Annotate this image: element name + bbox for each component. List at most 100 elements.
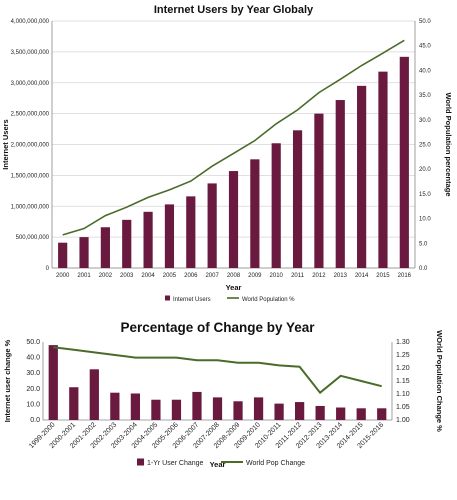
chart-internet-users: Internet Users by Year Globaly 0 500,000,0…: [1, 4, 453, 303]
bar: [315, 405, 325, 420]
y-tick-label: 4,000,000,000: [11, 19, 50, 25]
x-tick-label: 2013: [334, 273, 348, 279]
chart-title: Percentage of Change by Year: [120, 320, 315, 335]
bar: [335, 100, 345, 268]
y-axis-label: Internet Users: [1, 119, 10, 169]
bar: [192, 391, 202, 420]
bar: [294, 402, 305, 420]
bar: [58, 242, 68, 268]
y-tick-label: 3,500,000,000: [11, 50, 50, 56]
x-tick-label: 2015: [376, 273, 390, 279]
x-axis-label: Year: [226, 283, 242, 292]
x-tick-label: 2009: [248, 273, 262, 279]
y2-tick-label: 5.0: [419, 241, 428, 247]
y-tick-label: 40.0: [26, 355, 40, 362]
y2-tick-label: 1.10: [396, 391, 410, 398]
series-line: [62, 39, 405, 236]
y-tick-label: 2,500,000,000: [11, 112, 50, 118]
bar: [314, 113, 324, 268]
x-tick-label: 2001: [77, 273, 91, 279]
bar: [253, 397, 264, 420]
x-tick-label: 2004: [141, 273, 155, 279]
y-axis-label: Internet user change %: [3, 339, 12, 422]
bar: [143, 211, 153, 268]
bar: [151, 399, 161, 420]
y2-tick-label: 1.05: [396, 404, 410, 411]
y2-axis-label: WOrld Population Change %: [435, 330, 444, 432]
bar: [164, 204, 175, 268]
bar: [100, 227, 110, 268]
bar: [336, 407, 346, 420]
bar: [292, 130, 303, 268]
bar: [48, 345, 58, 420]
bar: [378, 71, 388, 268]
bar: [233, 401, 243, 420]
x-tick-label: 2011: [291, 273, 305, 279]
y-tick-label: 0: [46, 266, 50, 272]
y2-tick-label: 30.0: [419, 118, 431, 124]
bar: [399, 56, 409, 268]
bar: [110, 392, 120, 420]
y-tick-label: 30.0: [26, 370, 40, 377]
x-tick-label: 2007: [205, 273, 219, 279]
series-line: [53, 346, 382, 395]
y2-tick-label: 45.0: [419, 44, 431, 50]
x-tick-label: 2005: [163, 273, 177, 279]
y2-tick-label: 40.0: [419, 68, 431, 74]
x-tick-label: 2012: [312, 273, 326, 279]
legend-label: Internet Users: [173, 297, 211, 303]
y2-tick-label: 20.0: [419, 167, 431, 173]
x-tick-label: 2010: [270, 273, 284, 279]
bar: [171, 399, 182, 420]
y2-tick-label: 35.0: [419, 93, 431, 99]
bar: [207, 183, 217, 268]
bar: [271, 143, 281, 268]
legend-swatch-bar: [165, 295, 170, 301]
bar: [79, 237, 89, 268]
x-tick-label: 2003: [120, 273, 134, 279]
y2-tick-label: 0.0: [419, 266, 428, 272]
y2-axis-label: World Population percentage: [444, 92, 453, 196]
x-axis-label: Year: [210, 460, 226, 469]
y-tick-label: 2,000,000,000: [11, 143, 50, 149]
y2-tick-label: 25.0: [419, 143, 431, 149]
bar: [377, 408, 387, 420]
legend-label: World Population %: [242, 297, 295, 303]
x-tick-label: 2000: [56, 273, 70, 279]
y-tick-label: 3,000,000,000: [11, 81, 50, 87]
y2-tick-label: 1.30: [396, 339, 410, 346]
bar: [212, 397, 223, 420]
y-tick-label: 1,500,000,000: [11, 173, 50, 179]
x-tick-label: 2002: [99, 273, 113, 279]
y2-tick-label: 1.20: [396, 365, 410, 372]
x-tick-label: 2006: [184, 273, 198, 279]
y-tick-label: 20.0: [26, 386, 40, 393]
x-tick-label: 2014: [355, 273, 369, 279]
y2-tick-label: 10.0: [419, 217, 431, 223]
y-tick-label: 500,000,000: [16, 235, 50, 241]
x-tick-label: 2008: [227, 273, 241, 279]
chart-title: Internet Users by Year Globaly: [154, 4, 314, 16]
y2-tick-label: 1.25: [396, 352, 410, 359]
bar: [69, 387, 79, 420]
y-tick-label: 1,000,000,000: [11, 204, 50, 210]
chart-percentage-change: Percentage of Change by Year 0.0 10.0 20.0 3…: [3, 320, 444, 469]
y2-tick-label: 1.15: [396, 378, 410, 385]
y2-tick-label: 15.0: [419, 192, 431, 198]
bar: [186, 196, 196, 268]
y2-tick-label: 50.0: [419, 19, 431, 25]
bar: [250, 159, 260, 268]
x-tick-label: 2016: [398, 273, 412, 279]
bar: [357, 85, 367, 269]
bar: [122, 219, 132, 268]
y2-tick-label: 1.00: [396, 417, 410, 424]
y-tick-label: 50.0: [26, 339, 40, 346]
y-tick-label: 10.0: [26, 401, 40, 408]
legend-label: 1-Yr User Change: [147, 460, 204, 467]
legend-swatch-bar: [137, 458, 144, 466]
bar: [274, 403, 284, 420]
bar: [89, 369, 99, 420]
y-tick-label: 0.0: [30, 417, 40, 424]
bar: [130, 393, 141, 420]
